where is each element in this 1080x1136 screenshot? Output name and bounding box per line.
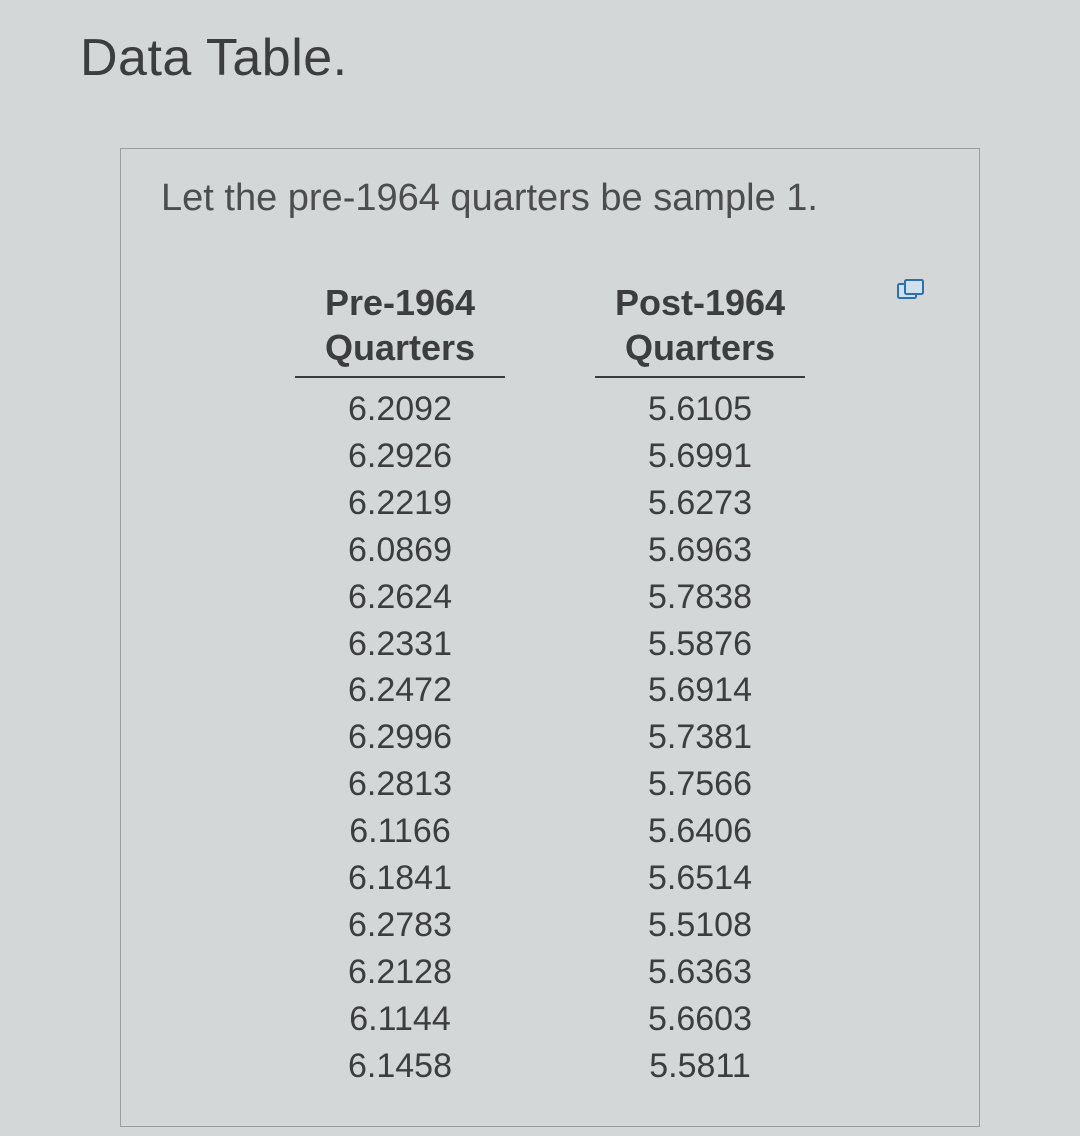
table-cell: 6.1144 — [295, 996, 505, 1043]
table-cell: 5.6406 — [595, 808, 805, 855]
header-text: Pre-1964 — [325, 282, 475, 323]
table-cell: 5.6963 — [595, 527, 805, 574]
table-cell: 6.2624 — [295, 574, 505, 621]
table-cell: 6.1841 — [295, 855, 505, 902]
table-cell: 6.2219 — [295, 480, 505, 527]
table-cell: 6.2926 — [295, 433, 505, 480]
column-values-pre: 6.2092 6.2926 6.2219 6.0869 6.2624 6.233… — [295, 386, 505, 1090]
table-cell: 5.6991 — [595, 433, 805, 480]
table-cell: 6.2128 — [295, 949, 505, 996]
table-caption: Let the pre-1964 quarters be sample 1. — [161, 177, 939, 220]
copy-icon[interactable] — [897, 279, 925, 303]
table-cell: 6.1166 — [295, 808, 505, 855]
column-header-pre: Pre-1964 Quarters — [295, 280, 505, 378]
table-cell: 6.2092 — [295, 386, 505, 433]
table-cell: 5.7381 — [595, 714, 805, 761]
table-cell: 6.2813 — [295, 761, 505, 808]
table-cell: 5.6914 — [595, 667, 805, 714]
table-cell: 5.7566 — [595, 761, 805, 808]
table-cell: 6.2996 — [295, 714, 505, 761]
table-cell: 5.6363 — [595, 949, 805, 996]
column-header-post: Post-1964 Quarters — [595, 280, 805, 378]
data-table-container: Let the pre-1964 quarters be sample 1. P… — [120, 148, 980, 1127]
table-cell: 6.0869 — [295, 527, 505, 574]
column-values-post: 5.6105 5.6991 5.6273 5.6963 5.7838 5.587… — [595, 386, 805, 1090]
table-cell: 5.6105 — [595, 386, 805, 433]
data-columns: Pre-1964 Quarters 6.2092 6.2926 6.2219 6… — [161, 280, 939, 1090]
table-cell: 5.6603 — [595, 996, 805, 1043]
header-text: Quarters — [625, 327, 775, 368]
table-cell: 5.5876 — [595, 621, 805, 668]
table-cell: 6.1458 — [295, 1043, 505, 1090]
table-cell: 5.7838 — [595, 574, 805, 621]
header-text: Post-1964 — [615, 282, 785, 323]
header-text: Quarters — [325, 327, 475, 368]
column-post-1964: Post-1964 Quarters 5.6105 5.6991 5.6273 … — [595, 280, 805, 1090]
table-cell: 6.2783 — [295, 902, 505, 949]
column-pre-1964: Pre-1964 Quarters 6.2092 6.2926 6.2219 6… — [295, 280, 505, 1090]
table-cell: 6.2472 — [295, 667, 505, 714]
table-cell: 6.2331 — [295, 621, 505, 668]
table-cell: 5.5108 — [595, 902, 805, 949]
table-cell: 5.5811 — [595, 1043, 805, 1090]
table-cell: 5.6514 — [595, 855, 805, 902]
page-title: Data Table. — [80, 28, 1040, 88]
table-cell: 5.6273 — [595, 480, 805, 527]
